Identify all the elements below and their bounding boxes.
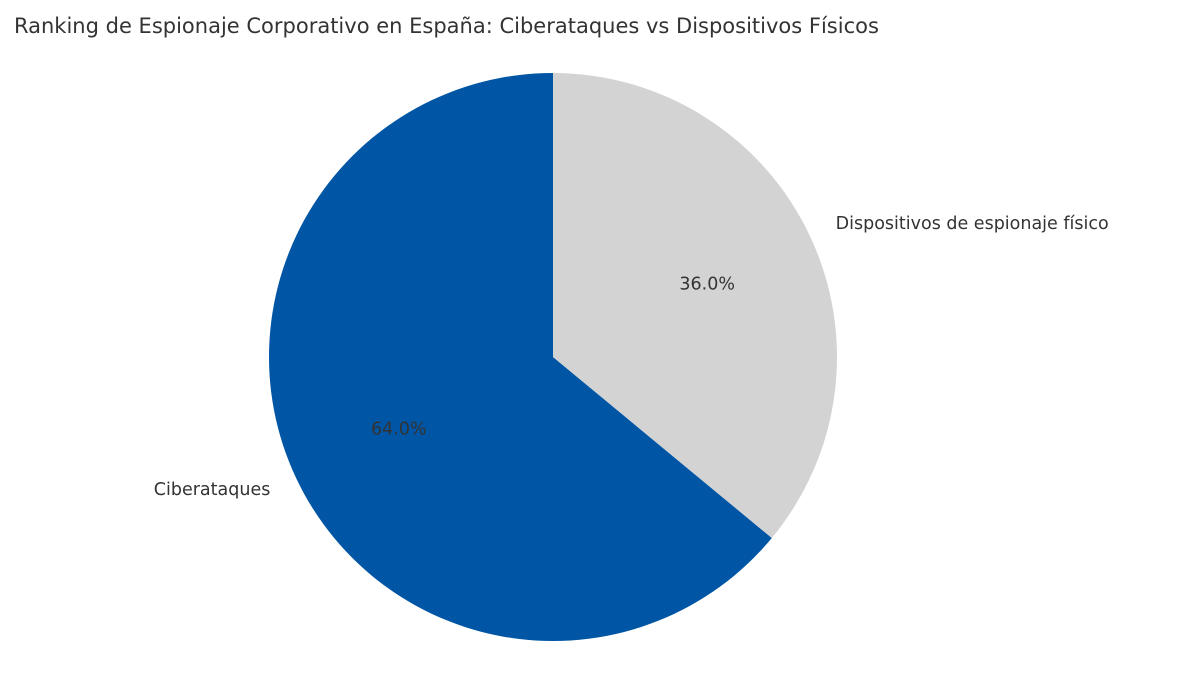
- pie-slice: [553, 73, 837, 539]
- chart-title: Ranking de Espionaje Corporativo en Espa…: [14, 14, 879, 38]
- slice-label: Dispositivos de espionaje físico: [836, 214, 1109, 234]
- value-label: 36.0%: [679, 274, 735, 294]
- value-label: 64.0%: [371, 420, 427, 440]
- slice-label: Ciberataques: [154, 480, 271, 500]
- pie-slice: [269, 73, 772, 642]
